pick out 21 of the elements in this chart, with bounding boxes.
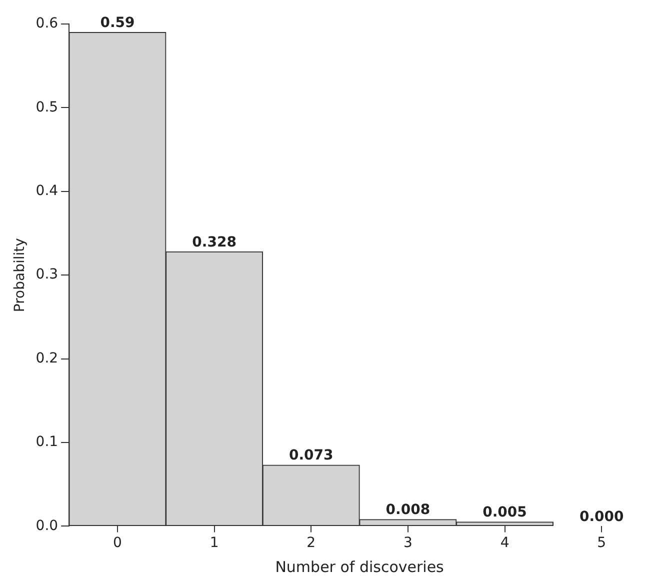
y-tick-label: 0.5 <box>36 99 58 116</box>
y-tick-label: 0.4 <box>36 183 58 200</box>
y-tick-label: 0.1 <box>36 434 58 450</box>
x-tick-label: 1 <box>210 535 219 552</box>
x-tick-label: 0 <box>113 535 122 552</box>
y-axis-title: Probability <box>12 238 28 312</box>
x-tick-label: 5 <box>597 535 606 552</box>
data-label: 0.000 <box>579 508 624 525</box>
y-tick-label: 0.2 <box>36 350 58 366</box>
x-tick-label: 3 <box>403 535 412 552</box>
y-tick-label: 0.6 <box>36 16 58 32</box>
data-label: 0.005 <box>482 504 527 521</box>
y-tick-label: 0.3 <box>36 266 58 283</box>
data-label: 0.073 <box>288 448 334 464</box>
x-tick-label: 2 <box>306 535 316 552</box>
x-tick-label: 4 <box>500 535 510 552</box>
data-label: 0.59 <box>100 15 135 32</box>
data-label: 0.328 <box>192 234 236 250</box>
y-tick-label: 0.0 <box>36 518 58 534</box>
data-label: 0.008 <box>386 502 430 518</box>
x-axis-title: Number of discoveries <box>275 558 444 576</box>
